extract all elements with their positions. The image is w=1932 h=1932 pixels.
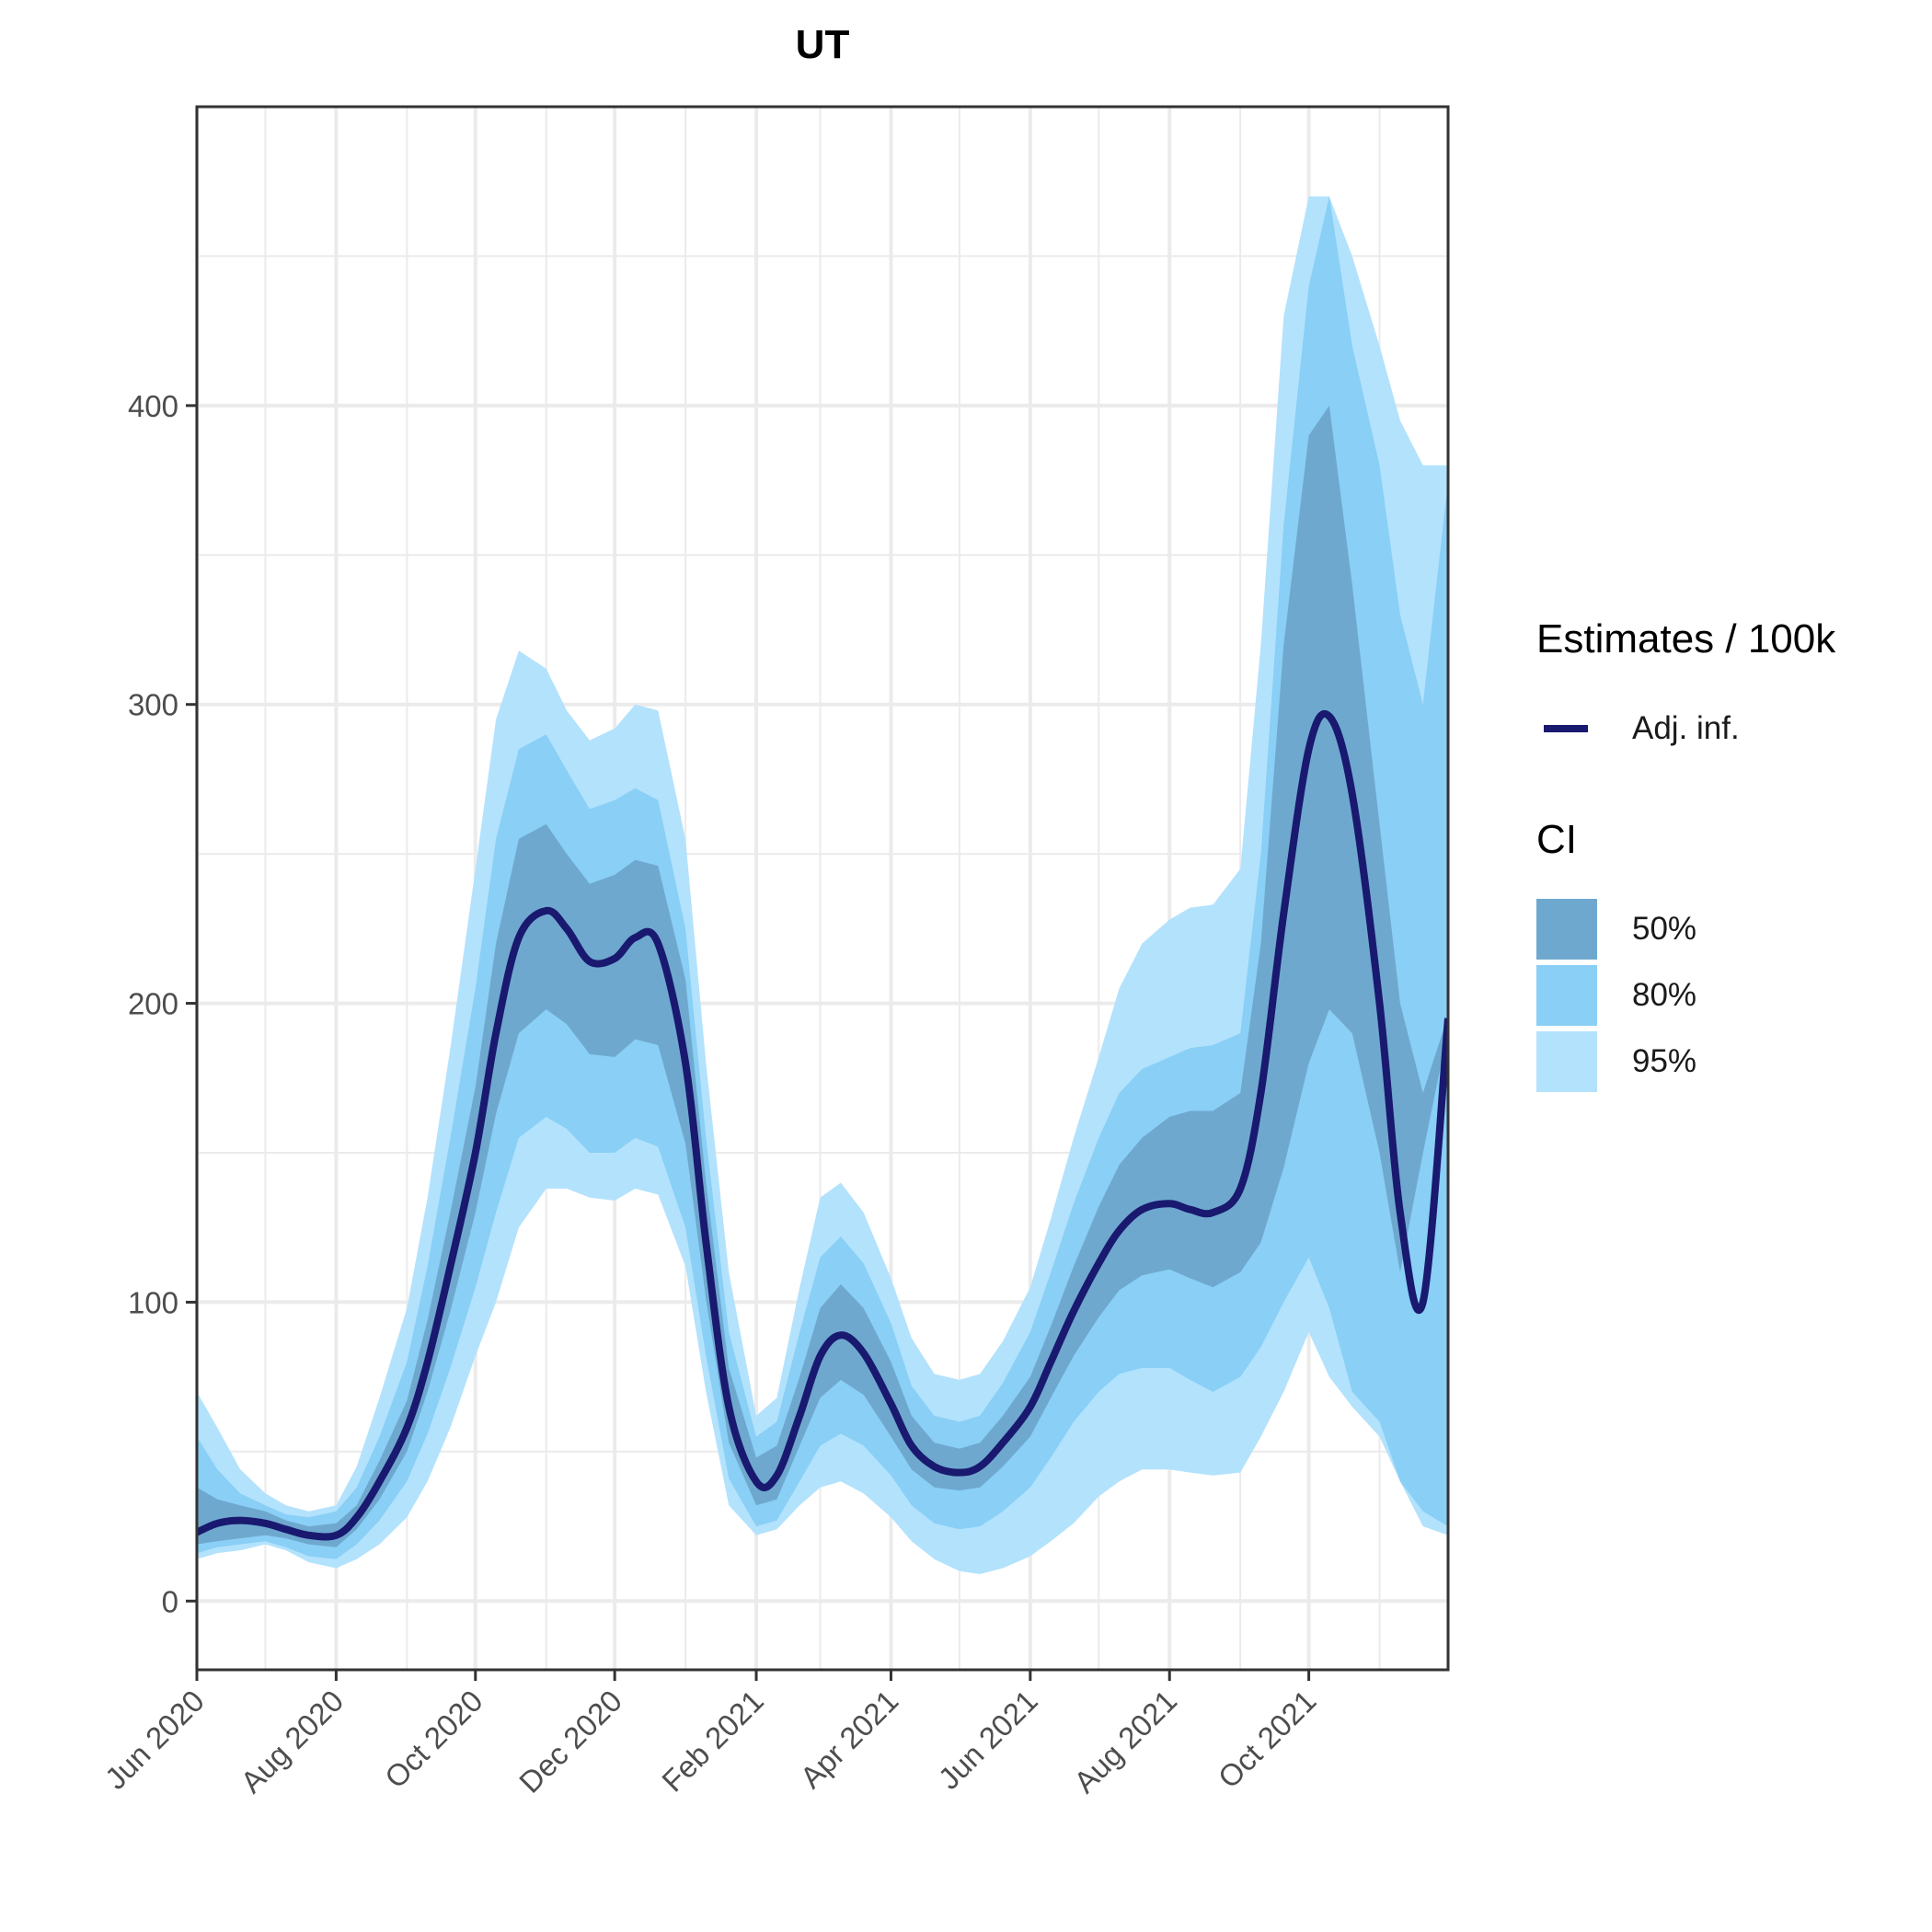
- x-tick-label: Oct 2021: [1212, 1684, 1323, 1795]
- legend-swatch-ci80: [1536, 965, 1597, 1026]
- x-tick-label: Dec 2020: [512, 1684, 628, 1800]
- legend-label-ci80: 80%: [1632, 977, 1697, 1013]
- legend-line-key: [1536, 696, 1595, 762]
- legend: Estimates / 100k Adj. inf. CI 50% 80% 95…: [1536, 616, 1835, 1095]
- legend-item-ci50: 50%: [1536, 896, 1835, 962]
- bands-layer: [197, 196, 1448, 1574]
- legend-ci-title: CI: [1536, 817, 1577, 862]
- legend-item-adj-inf: Adj. inf.: [1536, 696, 1835, 762]
- y-tick-label: 400: [128, 389, 178, 423]
- legend-swatch-ci95: [1536, 1031, 1597, 1092]
- y-tick-label: 100: [128, 1285, 178, 1319]
- panel-border: [195, 105, 1450, 1672]
- chart-title: UT: [795, 22, 850, 67]
- legend-label-ci95: 95%: [1632, 1043, 1697, 1079]
- x-tick-label: Apr 2021: [794, 1684, 905, 1795]
- legend-label-ci50: 50%: [1632, 911, 1697, 947]
- x-tick-label: Jun 2021: [932, 1684, 1044, 1796]
- x-tick-label: Aug 2021: [1067, 1684, 1183, 1800]
- y-tick-label: 0: [162, 1584, 178, 1618]
- x-tick-label: Aug 2020: [234, 1684, 350, 1800]
- legend-swatch-ci50: [1536, 899, 1597, 960]
- y-tick-label: 200: [128, 987, 178, 1021]
- y-tick-label: 300: [128, 688, 178, 722]
- legend-line-label: Adj. inf.: [1632, 710, 1740, 746]
- legend-item-ci80: 80%: [1536, 962, 1835, 1029]
- x-tick-label: Feb 2021: [655, 1684, 770, 1799]
- legend-item-ci95: 95%: [1536, 1029, 1835, 1095]
- x-tick-label: Oct 2020: [378, 1684, 489, 1795]
- ci50-band: [197, 405, 1448, 1547]
- x-tick-label: Jun 2020: [98, 1684, 211, 1796]
- legend-estimates-title: Estimates / 100k: [1536, 616, 1836, 661]
- series-line-adj-inf: [197, 709, 1448, 1541]
